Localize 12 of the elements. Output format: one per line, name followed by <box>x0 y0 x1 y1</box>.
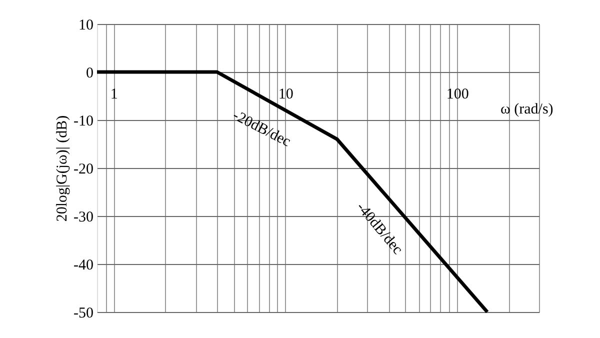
y-tick-label: -20 <box>74 162 94 178</box>
y-tick-label: -30 <box>74 210 94 226</box>
x-tick-label: 10 <box>278 86 294 102</box>
y-tick-label: -40 <box>74 258 94 274</box>
y-tick-label: -10 <box>74 114 94 130</box>
y-tick-label: 10 <box>78 18 94 34</box>
x-tick-label: 100 <box>446 86 469 102</box>
x-tick-label: 1 <box>110 86 118 102</box>
x-axis-title: ω (rad/s) <box>500 102 554 118</box>
y-tick-label: -50 <box>74 306 94 322</box>
y-axis-title: 20log|G(jω)| (dB) <box>54 115 71 222</box>
y-tick-label: 0 <box>86 66 94 82</box>
